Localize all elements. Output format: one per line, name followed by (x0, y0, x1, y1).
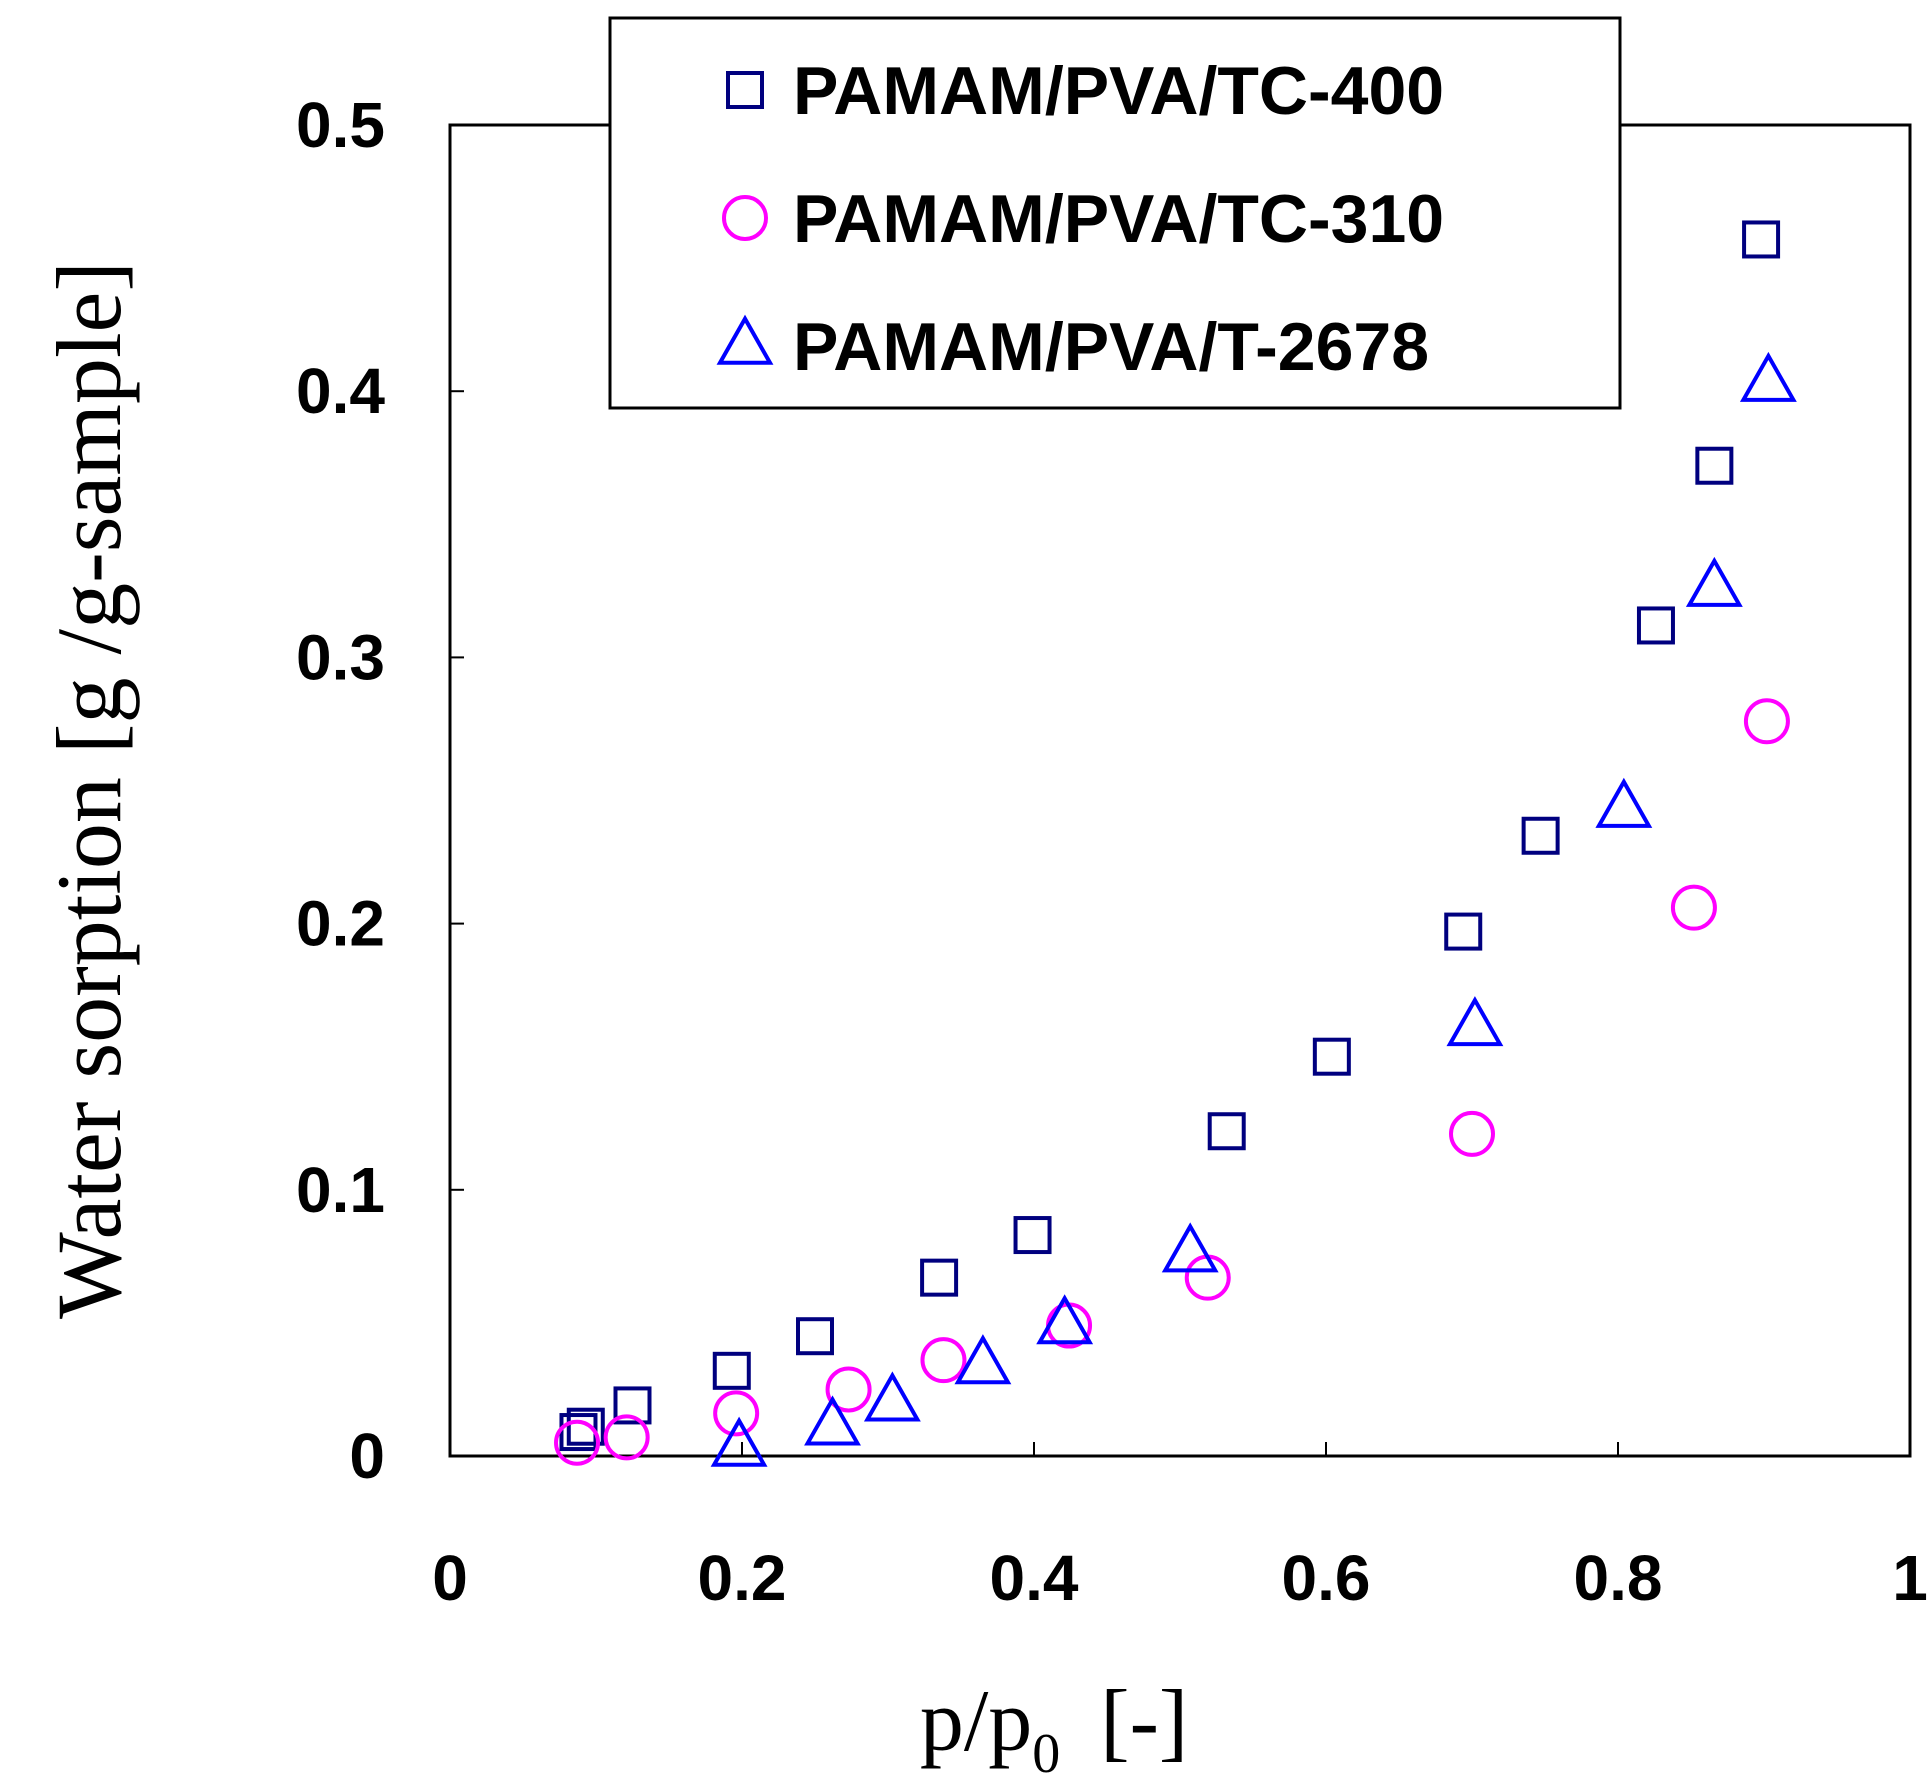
series-3-point-3 (863, 1371, 921, 1422)
series-1-point-3 (613, 1386, 652, 1425)
series-1-point-8 (1207, 1112, 1246, 1151)
series-1-point-6 (920, 1258, 959, 1297)
legend-label-1: PAMAM/PVA/TC-400 (793, 53, 1444, 129)
tick-labels: 0 0.2 0.4 0.6 0.8 1 0 0.1 0.2 0.3 0.4 0.5 (296, 89, 1928, 1614)
series-2-point-10 (1743, 698, 1790, 745)
y-axis-title: Water sorption [g /g-sample] (38, 261, 140, 1319)
series-1-point-14 (1742, 220, 1781, 259)
series-3 (710, 351, 1797, 1467)
series-1-point-13 (1695, 446, 1734, 485)
series-3-point-10 (1739, 351, 1797, 402)
y-tick-label-4: 0.4 (296, 355, 385, 427)
x-axis-title: p/p0 [-] (920, 1673, 1188, 1782)
legend-item-2: PAMAM/PVA/TC-310 (722, 181, 1444, 257)
legend-label-3: PAMAM/PVA/T-2678 (793, 309, 1429, 385)
series-1-point-11 (1521, 816, 1560, 855)
legend-marker-1 (726, 71, 764, 109)
series-1-point-4 (712, 1351, 751, 1390)
series-1-point-12 (1636, 606, 1675, 645)
series-2-point-8 (1449, 1110, 1495, 1157)
series-2-point-5 (920, 1337, 967, 1384)
x-axis-title-subscript: 0 (1032, 1723, 1060, 1782)
series-3-point-9 (1685, 556, 1743, 607)
x-axis-title-unit: [-] (1100, 1673, 1188, 1770)
series-1-point-10 (1444, 912, 1483, 951)
series-3-point-8 (1595, 777, 1653, 828)
series-2 (554, 698, 1790, 1466)
series-2-point-4 (825, 1366, 872, 1413)
series-1-point-2 (566, 1407, 605, 1446)
legend-marker-3 (716, 314, 774, 365)
legend-item-3: PAMAM/PVA/T-2678 (716, 309, 1429, 385)
x-tick-label-2: 0.4 (990, 1542, 1079, 1614)
series-3-point-2 (804, 1395, 861, 1446)
legend-box (608, 16, 1622, 410)
ticks (449, 124, 1911, 1457)
y-tick-label-1: 0.1 (296, 1154, 385, 1226)
series-1 (559, 220, 1781, 1452)
x-tick-label-3: 0.6 (1282, 1542, 1371, 1614)
data-points (554, 220, 1797, 1467)
legend-items: PAMAM/PVA/TC-400 PAMAM/PVA/TC-310 PAMAM/PV… (716, 53, 1444, 385)
x-tick-label-5: 1 (1892, 1542, 1928, 1614)
series-1-point-5 (796, 1317, 834, 1356)
series-2-point-2 (603, 1414, 650, 1461)
series-3-point-7 (1446, 996, 1504, 1047)
x-tick-label-4: 0.8 (1574, 1542, 1663, 1614)
legend: PAMAM/PVA/TC-400 PAMAM/PVA/TC-310 PAMAM/PV… (608, 16, 1622, 410)
y-tick-label-2: 0.2 (296, 888, 385, 960)
series-2-point-9 (1670, 884, 1717, 931)
series-2-point-1 (554, 1419, 601, 1466)
series-3-point-4 (954, 1334, 1012, 1385)
y-tick-label-0: 0 (349, 1420, 385, 1492)
series-1-point-7 (1013, 1216, 1052, 1255)
y-tick-label-3: 0.3 (296, 621, 385, 693)
x-tick-label-1: 0.2 (698, 1542, 787, 1614)
y-tick-label-5: 0.5 (296, 89, 385, 161)
legend-label-2: PAMAM/PVA/TC-310 (793, 181, 1444, 257)
series-3-point-1 (710, 1416, 768, 1467)
series-3-point-5 (1036, 1294, 1094, 1345)
series-3-point-6 (1161, 1222, 1219, 1273)
series-1-point-9 (1312, 1037, 1351, 1076)
legend-item-1: PAMAM/PVA/TC-400 (726, 53, 1444, 129)
legend-marker-2 (722, 195, 768, 241)
series-2-point-3 (713, 1390, 760, 1437)
x-axis-title-main: p/p (920, 1673, 1032, 1770)
x-tick-label-0: 0 (432, 1542, 468, 1614)
